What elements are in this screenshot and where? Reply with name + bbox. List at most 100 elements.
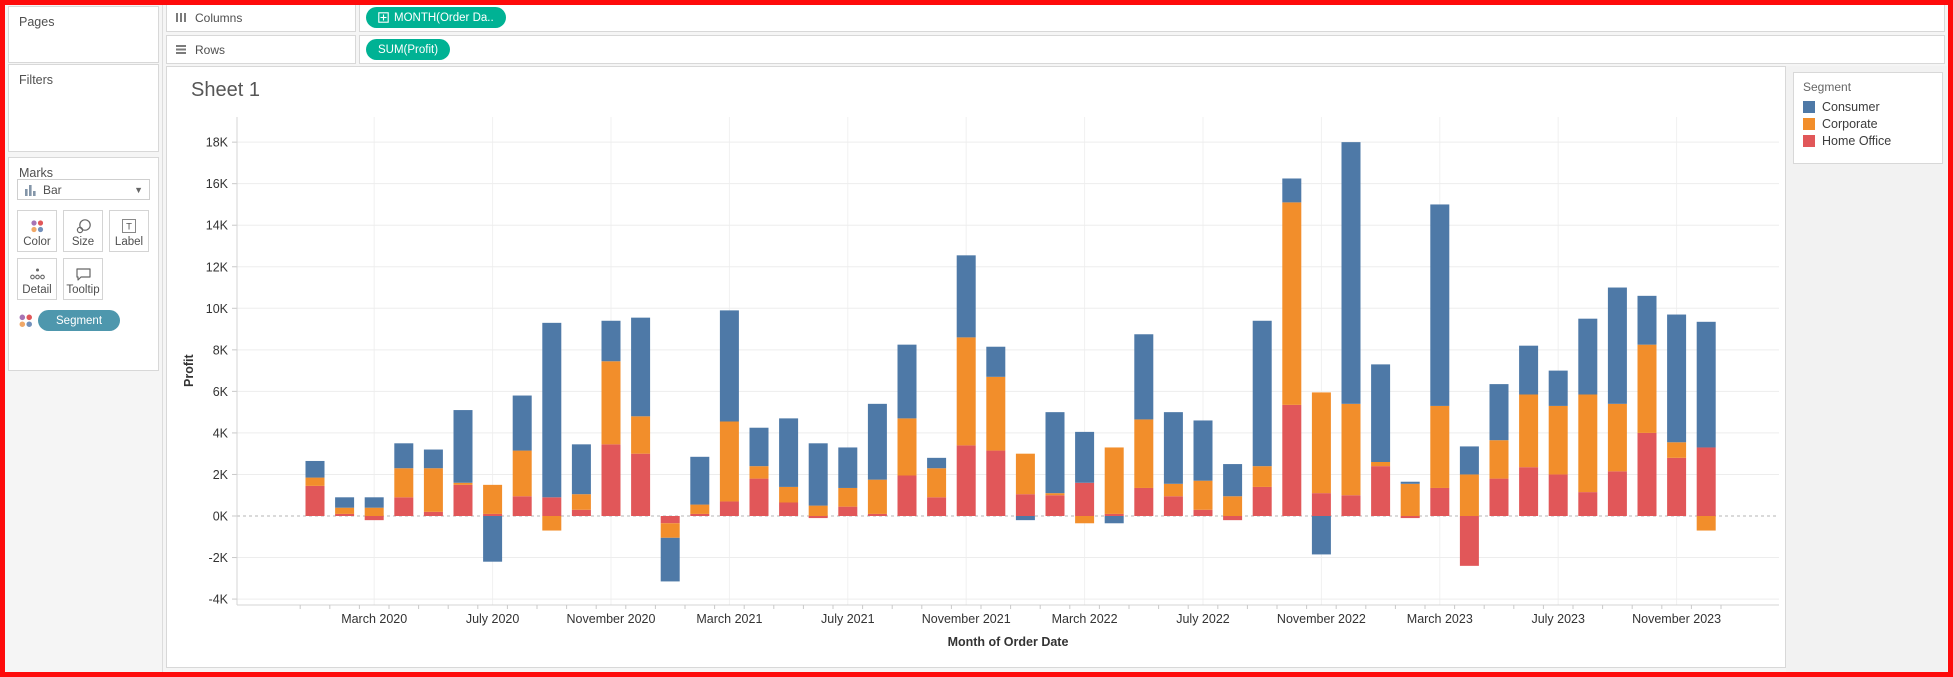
bar-segment-corporate[interactable]: [512, 450, 532, 497]
bar-segment-corporate[interactable]: [779, 486, 799, 503]
bar-segment-home-office[interactable]: [1163, 496, 1183, 516]
bar-segment-home-office[interactable]: [1637, 432, 1657, 516]
bar-segment-consumer[interactable]: [1400, 481, 1420, 484]
legend-item-consumer[interactable]: Consumer: [1794, 98, 1942, 115]
bar-segment-consumer[interactable]: [956, 255, 976, 338]
bar-segment-corporate[interactable]: [1371, 461, 1391, 467]
columns-shelf[interactable]: MONTH(Order Da..: [359, 3, 1945, 32]
bar-segment-consumer[interactable]: [897, 344, 917, 419]
bar-segment-consumer[interactable]: [1163, 412, 1183, 484]
bar-segment-home-office[interactable]: [512, 496, 532, 516]
size-button[interactable]: Size: [63, 210, 103, 252]
bar-segment-consumer[interactable]: [1075, 431, 1095, 483]
bar-segment-corporate[interactable]: [956, 337, 976, 446]
bar-segment-consumer[interactable]: [1667, 314, 1687, 443]
bar-segment-corporate[interactable]: [749, 466, 769, 479]
bar-segment-consumer[interactable]: [1193, 420, 1213, 481]
bar-segment-corporate[interactable]: [571, 494, 591, 510]
bar-segment-home-office[interactable]: [1045, 495, 1065, 516]
bar-segment-consumer[interactable]: [542, 322, 562, 498]
bar-segment-home-office[interactable]: [1134, 487, 1154, 516]
legend-item-corporate[interactable]: Corporate: [1794, 115, 1942, 132]
bar-segment-consumer[interactable]: [1134, 334, 1154, 420]
bar-segment-consumer[interactable]: [1459, 446, 1479, 475]
bar-segment-corporate[interactable]: [1163, 483, 1183, 497]
bar-segment-consumer[interactable]: [601, 320, 621, 362]
bar-segment-home-office[interactable]: [779, 502, 799, 516]
bar-segment-home-office[interactable]: [1015, 494, 1035, 516]
filters-shelf[interactable]: Filters: [8, 64, 159, 152]
bar-segment-consumer[interactable]: [1223, 464, 1243, 497]
bar-segment-consumer[interactable]: [512, 395, 532, 451]
bar-segment-corporate[interactable]: [453, 482, 473, 485]
bar-segment-home-office[interactable]: [1607, 471, 1627, 516]
bar-segment-consumer[interactable]: [1015, 516, 1035, 521]
bar-segment-home-office[interactable]: [364, 516, 384, 521]
bar-segment-corporate[interactable]: [1607, 403, 1627, 472]
bar-segment-consumer[interactable]: [453, 410, 473, 483]
field-pill[interactable]: SUM(Profit): [366, 39, 451, 60]
bar-segment-home-office[interactable]: [808, 516, 828, 519]
bar-segment-home-office[interactable]: [660, 516, 680, 524]
bar-segment-home-office[interactable]: [1282, 404, 1302, 516]
bar-segment-home-office[interactable]: [1519, 467, 1539, 516]
bar-segment-corporate[interactable]: [1015, 453, 1035, 495]
bar-segment-corporate[interactable]: [1430, 405, 1450, 488]
bar-segment-home-office[interactable]: [1400, 516, 1420, 519]
bar-segment-corporate[interactable]: [719, 421, 739, 502]
bar-segment-consumer[interactable]: [1548, 370, 1568, 406]
bar-segment-consumer[interactable]: [1607, 287, 1627, 404]
bar-segment-corporate[interactable]: [1578, 394, 1598, 493]
bar-segment-corporate[interactable]: [1134, 419, 1154, 488]
bar-segment-corporate[interactable]: [1104, 447, 1124, 514]
bar-segment-consumer[interactable]: [305, 460, 325, 478]
bar-segment-home-office[interactable]: [1075, 482, 1095, 516]
label-button[interactable]: T Label: [109, 210, 149, 252]
bar-segment-consumer[interactable]: [719, 310, 739, 422]
bar-segment-home-office[interactable]: [1430, 487, 1450, 516]
bar-segment-home-office[interactable]: [571, 509, 591, 516]
bar-segment-home-office[interactable]: [1578, 492, 1598, 516]
bar-segment-corporate[interactable]: [631, 416, 651, 454]
bar-segment-consumer[interactable]: [394, 443, 414, 469]
bar-segment-consumer[interactable]: [1578, 318, 1598, 395]
color-button[interactable]: Color: [17, 210, 57, 252]
bar-segment-corporate[interactable]: [1045, 493, 1065, 496]
bar-segment-consumer[interactable]: [1282, 178, 1302, 203]
bar-segment-home-office[interactable]: [867, 513, 887, 516]
legend-item-home-office[interactable]: Home Office: [1794, 132, 1942, 149]
bar-segment-corporate[interactable]: [1667, 442, 1687, 458]
bar-segment-corporate[interactable]: [1223, 496, 1243, 516]
bar-segment-consumer[interactable]: [1489, 384, 1509, 441]
bar-segment-home-office[interactable]: [1667, 457, 1687, 516]
bar-segment-home-office[interactable]: [838, 506, 858, 516]
bar-segment-consumer[interactable]: [1045, 412, 1065, 494]
bar-segment-corporate[interactable]: [1459, 474, 1479, 516]
bar-segment-consumer[interactable]: [690, 456, 710, 505]
bar-segment-home-office[interactable]: [305, 485, 325, 516]
bar-segment-consumer[interactable]: [423, 449, 443, 469]
bar-segment-corporate[interactable]: [1075, 516, 1095, 524]
bar-segment-consumer[interactable]: [1252, 320, 1272, 467]
bar-segment-corporate[interactable]: [808, 505, 828, 516]
bar-segment-consumer[interactable]: [927, 457, 947, 469]
bar-segment-corporate[interactable]: [1489, 440, 1509, 479]
bar-segment-home-office[interactable]: [986, 450, 1006, 516]
bar-segment-consumer[interactable]: [1341, 142, 1361, 404]
bar-segment-consumer[interactable]: [1519, 345, 1539, 395]
bar-segment-home-office[interactable]: [690, 513, 710, 516]
bar-segment-consumer[interactable]: [1430, 204, 1450, 406]
bar-segment-consumer[interactable]: [364, 497, 384, 508]
segment-color-pill[interactable]: Segment: [38, 310, 121, 331]
field-pill[interactable]: MONTH(Order Da..: [366, 7, 506, 28]
tooltip-button[interactable]: Tooltip: [63, 258, 103, 300]
bar-segment-home-office[interactable]: [1548, 474, 1568, 516]
bar-segment-corporate[interactable]: [867, 479, 887, 514]
bar-segment-home-office[interactable]: [749, 478, 769, 516]
bar-segment-corporate[interactable]: [601, 361, 621, 445]
bar-segment-consumer[interactable]: [779, 418, 799, 487]
bar-segment-corporate[interactable]: [1193, 480, 1213, 510]
bar-segment-home-office[interactable]: [1311, 493, 1331, 516]
bar-segment-consumer[interactable]: [808, 443, 828, 506]
bar-segment-corporate[interactable]: [483, 484, 503, 514]
